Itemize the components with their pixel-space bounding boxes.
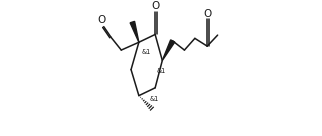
Text: O: O bbox=[152, 1, 160, 11]
Text: &1: &1 bbox=[157, 68, 166, 74]
Text: &1: &1 bbox=[142, 49, 151, 55]
Text: &1: &1 bbox=[150, 96, 159, 102]
Text: O: O bbox=[204, 9, 212, 19]
Polygon shape bbox=[130, 21, 139, 42]
Polygon shape bbox=[162, 40, 175, 61]
Text: O: O bbox=[97, 15, 106, 25]
